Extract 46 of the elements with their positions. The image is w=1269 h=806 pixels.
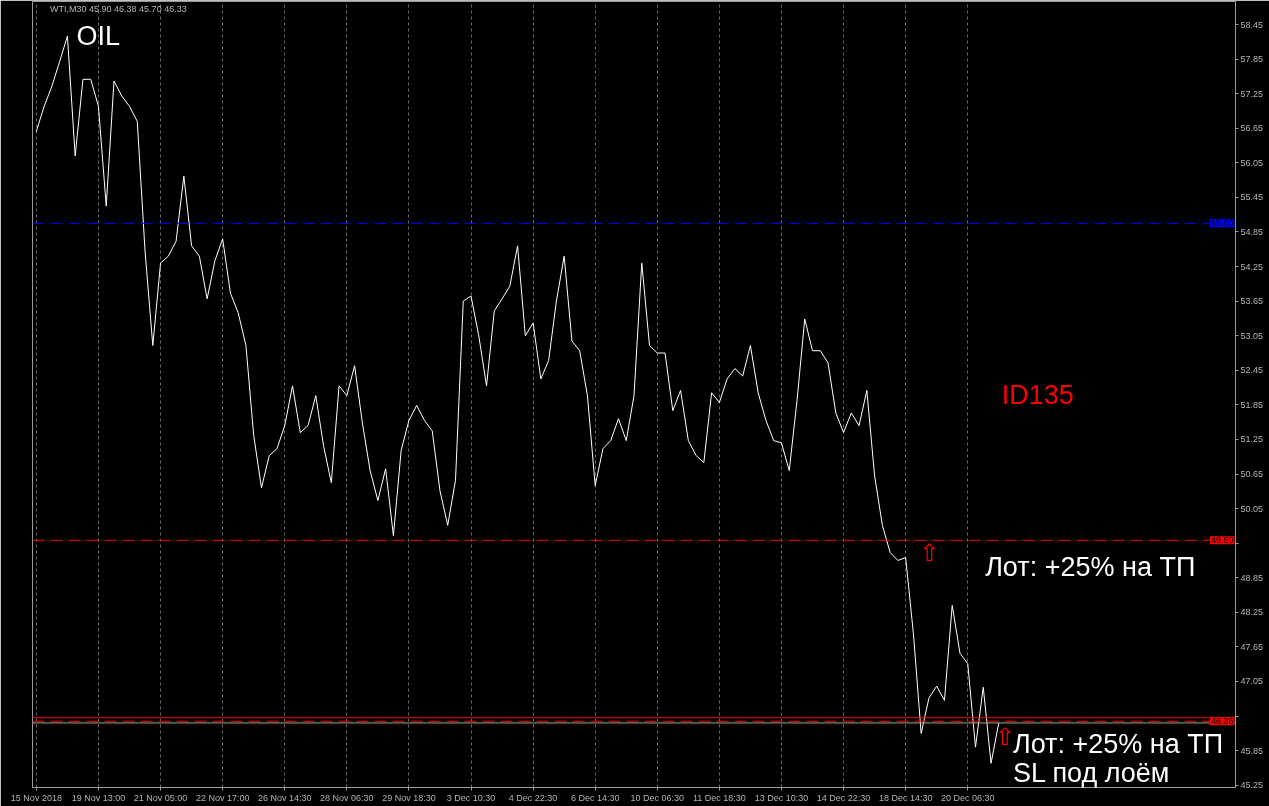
x-tick-label: 11 Dec 18:30: [692, 792, 746, 803]
y-tick-label: 57.85: [1240, 54, 1264, 65]
y-tick-label: 52.45: [1240, 365, 1264, 376]
y-tick-label: 50.65: [1240, 469, 1264, 480]
y-tick-label: 56.65: [1240, 123, 1264, 134]
x-tick-label: 21 Nov 05:00: [133, 792, 188, 803]
y-tick-label: 51.25: [1240, 434, 1264, 445]
y-tick-label: 56.05: [1240, 157, 1264, 168]
y-tick-label: 45.25: [1240, 780, 1264, 791]
annotation: ⇧: [919, 538, 940, 567]
text: OIL: [76, 20, 121, 51]
y-tick-label: 48.25: [1240, 607, 1264, 618]
y-tick-label: 47.05: [1240, 676, 1264, 687]
y-tick-label: 51.85: [1240, 399, 1264, 410]
x-tick-label: 29 Nov 18:30: [382, 792, 436, 803]
x-tick-label: 6 Dec 14:30: [570, 792, 620, 803]
x-tick-label: 13 Dec 10:30: [754, 792, 809, 803]
x-tick-label: 19 Nov 13:00: [71, 792, 126, 803]
annotation: ID135: [1001, 379, 1074, 410]
y-tick-label: 50.05: [1240, 503, 1264, 514]
y-tick-label: 55.45: [1240, 192, 1264, 203]
x-tick-label: 28 Nov 06:30: [320, 792, 374, 803]
y-tick-label: 47.65: [1240, 641, 1264, 652]
y-tick-label: 48.85: [1240, 572, 1264, 583]
y-tick-label: 53.05: [1240, 330, 1264, 341]
annotation: WTI,M30 45.90 46.38 45.70 46.33: [50, 3, 187, 14]
ref-line-label: 49.50: [1210, 535, 1234, 546]
x-tick-label: 26 Nov 14:30: [257, 792, 312, 803]
y-tick-label: 58.45: [1240, 19, 1264, 30]
x-tick-label: 4 Dec 22:30: [508, 792, 558, 803]
x-tick-label: 10 Dec 06:30: [630, 792, 685, 803]
annotation: Лот: +25% на ТП SL под лоём: [1012, 728, 1224, 788]
y-tick-label: 54.25: [1240, 261, 1264, 272]
x-tick-label: 22 Nov 17:00: [195, 792, 250, 803]
annotation: Лот: +25% на ТП: [985, 551, 1196, 582]
ref-line-label: 46.36: [1210, 716, 1234, 727]
x-tick-label: 15 Nov 2018: [10, 792, 62, 803]
y-tick-label: 53.65: [1240, 296, 1264, 307]
y-tick-label: 45.85: [1240, 745, 1264, 756]
ref-line-label: 55.00: [1210, 218, 1234, 229]
x-tick-label: 14 Dec 22:30: [816, 792, 871, 803]
y-tick-label: 57.25: [1240, 88, 1264, 99]
y-tick-label: 54.85: [1240, 227, 1264, 237]
x-tick-label: 3 Dec 10:30: [446, 792, 496, 803]
x-tick-label: 20 Dec 06:30: [940, 792, 995, 803]
x-tick-label: 18 Dec 14:30: [878, 792, 933, 803]
